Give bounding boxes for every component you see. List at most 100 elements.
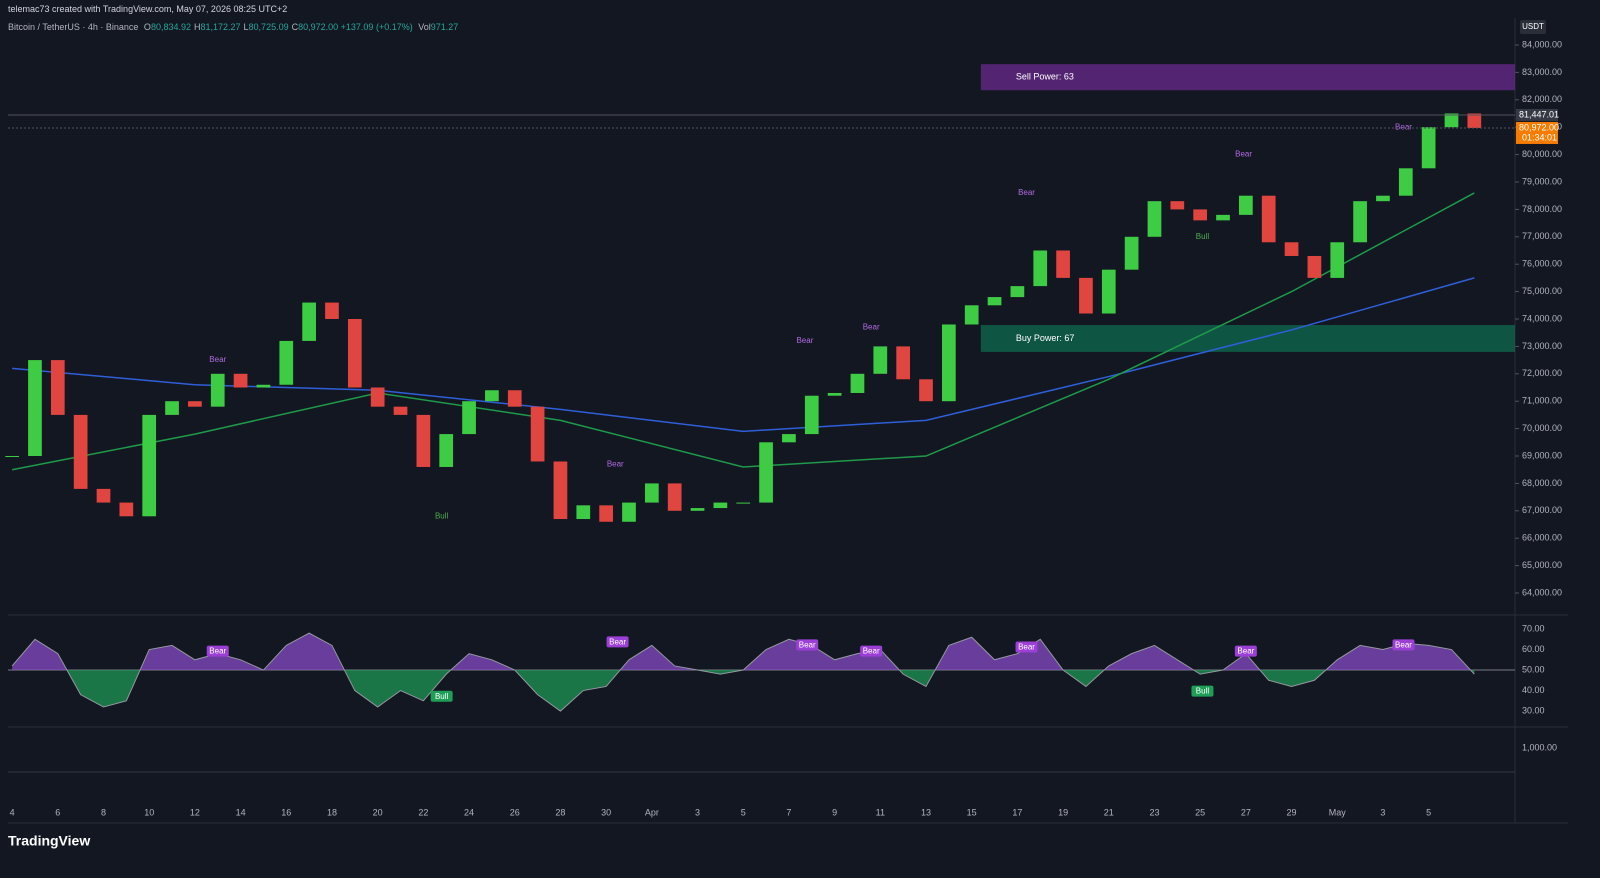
candle — [256, 384, 271, 388]
volume-key: Vol — [418, 22, 431, 32]
x-tick-label: 10 — [144, 807, 154, 817]
x-tick-label: Apr — [645, 807, 659, 817]
candle — [439, 434, 454, 467]
candle — [599, 505, 613, 522]
candle — [1033, 250, 1048, 287]
symbol: Bitcoin / TetherUS · 4h · Binance — [8, 22, 139, 32]
rsi-signal-bg — [430, 690, 453, 702]
x-tick-label: May — [1329, 807, 1347, 817]
rsi-signal-label: Bear — [1237, 647, 1254, 656]
candle — [530, 406, 545, 462]
candle — [50, 360, 65, 415]
x-tick-label: 21 — [1104, 807, 1114, 817]
candle — [302, 302, 316, 341]
candle — [370, 387, 385, 407]
candle — [1444, 113, 1459, 128]
y-tick-label: 77,000.00 — [1522, 231, 1562, 241]
y-tick-label: 78,000.00 — [1522, 204, 1562, 214]
candle — [1376, 195, 1390, 202]
candle — [347, 319, 362, 388]
rsi-signal: Bull — [1191, 685, 1214, 697]
rsi-signal-bg — [606, 636, 629, 648]
rsi-tick-label: 30.00 — [1522, 705, 1545, 715]
x-tick-label: 24 — [464, 807, 474, 817]
rsi-signal-bg — [796, 639, 819, 651]
change: +137.09 (+0.17%) — [340, 22, 413, 32]
candle — [1398, 168, 1413, 196]
candle — [485, 390, 499, 402]
candle — [644, 483, 659, 503]
candle — [1101, 269, 1116, 314]
candle — [1284, 242, 1299, 256]
rsi-signal: Bear — [606, 636, 629, 648]
symbol-legend: Bitcoin / TetherUS · 4h · Binance O80,83… — [8, 22, 458, 32]
candle — [1421, 127, 1436, 169]
candle — [233, 373, 248, 388]
rsi-signal: Bull — [430, 690, 453, 702]
x-tick-label: 30 — [601, 807, 611, 817]
candle — [736, 502, 751, 504]
x-tick-label: 5 — [741, 807, 746, 817]
signal-label: Bear — [796, 336, 813, 345]
y-tick-label: 68,000.00 — [1522, 478, 1562, 488]
credit: telemac73 created with TradingView.com, … — [8, 4, 288, 14]
y-tick-label: 80,000.00 — [1522, 149, 1562, 159]
y-tick-label: 83,000.00 — [1522, 67, 1562, 77]
candle — [416, 414, 431, 467]
candle — [576, 505, 591, 520]
zone-label: Sell Power: 63 — [1016, 72, 1074, 82]
candle — [713, 502, 728, 509]
rsi-signal: Bear — [206, 645, 229, 657]
rsi-signal-label: Bull — [1196, 687, 1210, 696]
y-tick-label: 72,000.00 — [1522, 368, 1562, 378]
x-tick-label: 19 — [1058, 807, 1068, 817]
y-tick-label: 65,000.00 — [1522, 560, 1562, 570]
rsi-signal-label: Bear — [609, 637, 626, 646]
candle — [941, 324, 956, 402]
rsi-signal-bg — [1234, 645, 1257, 657]
signal-label: Bear — [209, 355, 226, 364]
candle — [850, 373, 865, 393]
candle — [782, 434, 796, 443]
x-tick-label: 23 — [1149, 807, 1159, 817]
x-tick-label: 18 — [327, 807, 337, 817]
rsi-signal-label: Bear — [209, 647, 226, 656]
ohlc: O80,834.92 H81,172.27 L80,725.09 C80,972.00 — [141, 22, 338, 32]
candle — [1193, 209, 1208, 221]
y-tick-label: 64,000.00 — [1522, 587, 1562, 597]
candle — [827, 392, 842, 396]
rsi-fill-down — [66, 670, 1475, 712]
rsi-signal: Bear — [1392, 639, 1415, 651]
x-tick-label: 29 — [1287, 807, 1297, 817]
candle — [119, 502, 134, 517]
ohlc-value: 81,172.27 — [200, 22, 241, 32]
rsi-signal-label: Bear — [863, 647, 880, 656]
rsi-signal-bg — [1191, 685, 1214, 697]
brand: TradingView — [8, 833, 90, 849]
rsi-signal-label: Bear — [799, 641, 816, 650]
candle — [1261, 195, 1276, 243]
candle — [1170, 201, 1185, 210]
candle — [553, 461, 568, 520]
candle — [188, 401, 202, 407]
candle — [165, 401, 179, 415]
y-tick-label: 67,000.00 — [1522, 505, 1562, 515]
candle — [28, 360, 42, 457]
volume-value: 971.27 — [430, 22, 459, 32]
x-tick-label: 13 — [921, 807, 931, 817]
y-tick-label: 74,000.00 — [1522, 313, 1562, 323]
power-zone — [980, 64, 1515, 91]
x-tick-label: 6 — [55, 807, 60, 817]
rsi-signal-bg — [860, 645, 883, 657]
candle — [873, 346, 888, 374]
rsi-signal: Bear — [860, 645, 883, 657]
x-tick-label: 11 — [876, 807, 885, 817]
y-tick-label: 82,000.00 — [1522, 94, 1562, 104]
rsi-signal: Bear — [796, 639, 819, 651]
rsi-signal-bg — [1392, 639, 1415, 651]
candle — [1216, 214, 1230, 221]
candle — [393, 406, 408, 415]
rsi-signal-label: Bear — [1395, 641, 1412, 650]
candle — [73, 414, 88, 489]
